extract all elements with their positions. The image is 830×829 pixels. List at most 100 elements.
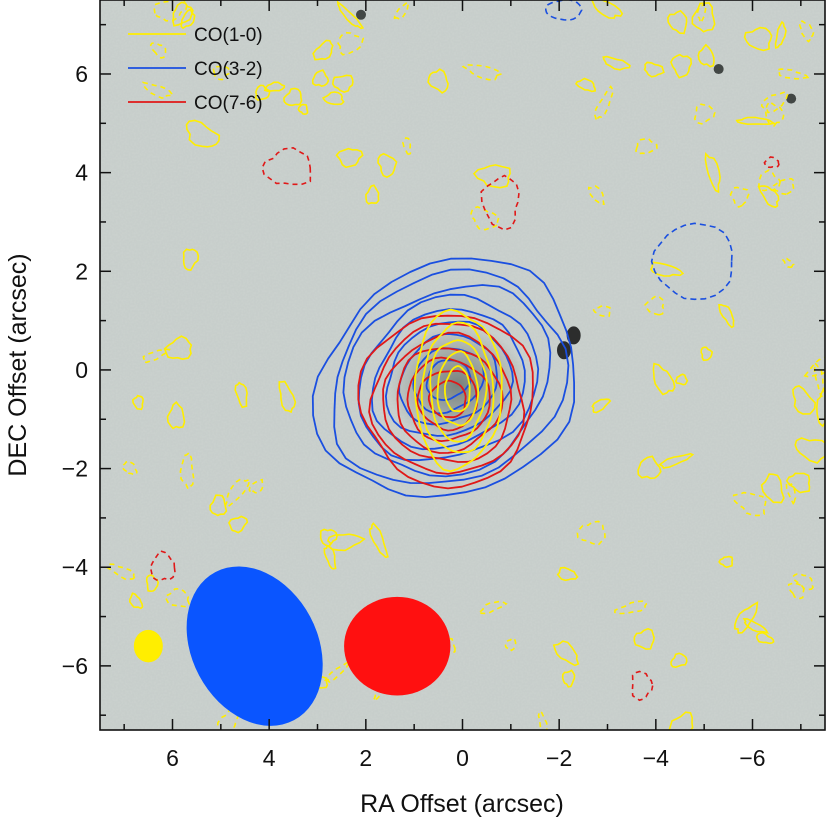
noise-contour (574, 77, 597, 93)
noise-contour (185, 119, 221, 148)
noise-contour (643, 295, 665, 316)
noise-contour (791, 573, 814, 591)
noise-contour (472, 164, 511, 189)
contour-level (371, 308, 526, 451)
beam-ellipse (133, 629, 163, 663)
noise-contour (323, 545, 337, 570)
noise-contour (263, 81, 286, 93)
noise-contour (504, 637, 517, 652)
noise-contour (792, 385, 817, 415)
contour-level (429, 339, 488, 443)
x-tick-label: 0 (456, 745, 469, 771)
legend-label: CO(3-2) (194, 59, 263, 80)
noise-contour (166, 401, 186, 430)
noise-contour (335, 147, 364, 169)
contour-level (444, 365, 471, 413)
noise-contour (427, 68, 449, 94)
noise-contour (774, 20, 787, 49)
noise-contour (402, 137, 412, 156)
noise-contour (658, 452, 695, 469)
contour-level (413, 308, 503, 473)
noise-contour (179, 451, 195, 490)
x-tick-label: 2 (359, 745, 372, 771)
noise-contour (163, 335, 193, 361)
noise-contour (670, 53, 693, 79)
noise-contour (121, 459, 138, 476)
y-axis-title: DEC Offset (arcsec) (4, 253, 32, 476)
noise-contour (283, 87, 303, 107)
noise-contour (182, 248, 200, 271)
contour-level (396, 347, 504, 454)
noise-contour (331, 74, 354, 93)
noise-contour (704, 152, 721, 194)
noise-contour (278, 380, 297, 414)
contours (311, 257, 575, 498)
noise-contour (693, 103, 716, 125)
noise-contour (561, 669, 576, 688)
noise-contour (321, 91, 345, 106)
noise-contour (326, 533, 366, 552)
noise-contour (336, 0, 365, 30)
noise-contour (674, 373, 689, 386)
dark-source (713, 64, 724, 75)
noise-contour (227, 515, 249, 534)
noise-contour (128, 592, 144, 610)
dark-source (356, 9, 366, 20)
noise-contour (368, 522, 389, 559)
legend: CO(1-0) CO(3-2) CO(7-6) (128, 25, 263, 114)
noise-contour (760, 473, 785, 504)
contour-level (311, 257, 575, 498)
noise-contour (224, 478, 251, 508)
noise-contour (643, 61, 665, 78)
noise-contour (576, 520, 606, 546)
noise-contour (248, 478, 264, 494)
noise-contour (718, 304, 735, 329)
x-tick-label: −6 (739, 745, 765, 771)
contour-level (357, 314, 534, 490)
dark-source (557, 341, 571, 360)
noise-contour (323, 660, 353, 684)
noise-contour (667, 9, 688, 35)
noise-contour (755, 631, 775, 645)
beams (133, 566, 451, 726)
x-tick-label: −4 (643, 745, 669, 771)
noise-contour (588, 185, 605, 206)
noise-contour (771, 177, 796, 196)
noise-contour (145, 574, 160, 593)
noise-contour (650, 222, 733, 301)
noise-contour (153, 0, 188, 22)
noise-contour (787, 581, 805, 600)
noise-contour (461, 63, 504, 81)
noise-contour (764, 100, 785, 127)
x-tick-label: 6 (166, 745, 179, 771)
noise-contour (319, 528, 338, 548)
noise-contour (757, 185, 780, 209)
legend-label: CO(7-6) (194, 93, 263, 114)
noise-contour (478, 600, 508, 615)
x-axis-title: RA Offset (arcsec) (360, 790, 564, 818)
noise-contour (377, 152, 398, 178)
noise-contour (337, 31, 365, 56)
noise-contour (469, 206, 500, 231)
noise-contours (106, 0, 825, 730)
noise-contour (365, 184, 380, 205)
contour-level (420, 321, 495, 454)
noise-contour (729, 186, 750, 208)
noise-contour (131, 394, 144, 411)
noise-contour (149, 42, 167, 59)
noise-contour (297, 103, 309, 116)
noise-contour (785, 472, 811, 494)
noise-contour (734, 601, 759, 634)
noise-contour (311, 69, 330, 88)
noise-contour (697, 43, 715, 68)
noise-contour (742, 618, 770, 634)
noise-contour (592, 304, 612, 318)
noise-contour (142, 348, 171, 364)
noise-contour (760, 90, 789, 114)
noise-contour (631, 670, 654, 702)
contour-series (311, 257, 575, 498)
noise-contour (696, 1, 707, 23)
noise-contour (649, 261, 685, 277)
